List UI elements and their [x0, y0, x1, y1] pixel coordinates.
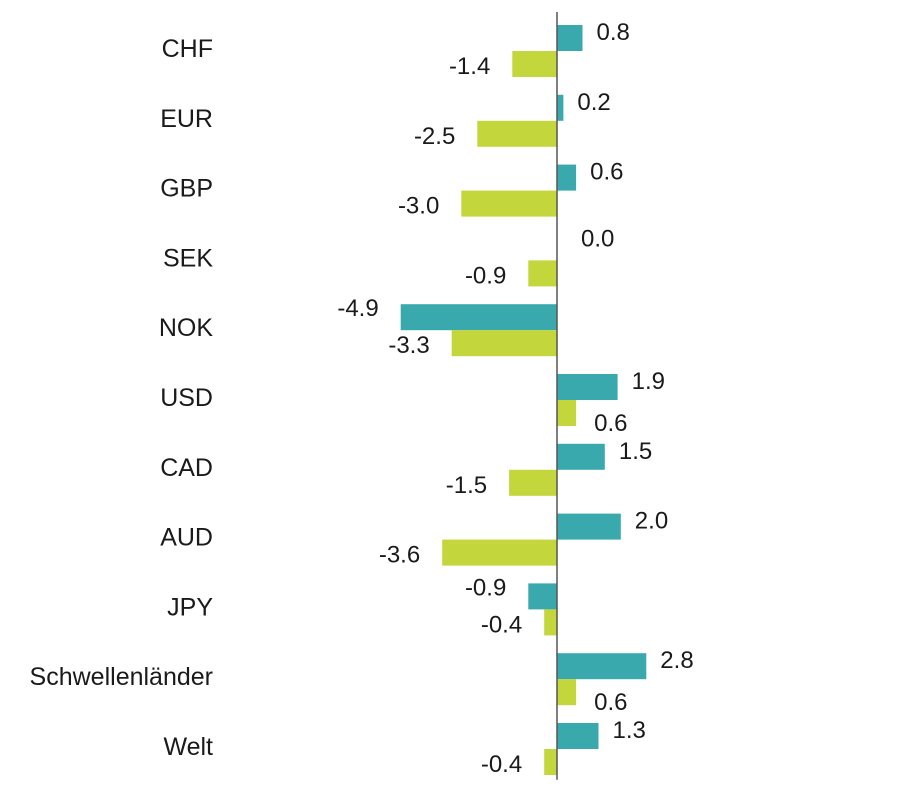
category-label: Schwellenländer — [30, 663, 213, 691]
category-label: AUD — [160, 524, 213, 552]
data-label-series-2: -1.5 — [446, 472, 487, 499]
bar-series-2 — [451, 330, 557, 357]
bar-series-2 — [512, 51, 557, 77]
data-label-series-1: 1.5 — [619, 438, 652, 465]
data-label-series-2: -0.4 — [481, 751, 522, 778]
bar-series-1 — [528, 583, 557, 610]
bar-series-1 — [557, 723, 599, 749]
bar-series-2 — [544, 749, 557, 775]
bar-series-1 — [557, 653, 647, 680]
data-label-series-2: 0.6 — [594, 689, 627, 716]
bar-series-1 — [557, 443, 605, 470]
data-label-series-2: -0.9 — [465, 262, 506, 289]
data-label-series-2: 0.6 — [594, 410, 627, 437]
data-label-series-2: -0.4 — [481, 611, 522, 638]
data-label-series-2: -3.6 — [379, 542, 420, 569]
category-label: Welt — [163, 733, 213, 761]
bar-series-2 — [557, 679, 577, 706]
category-label: NOK — [159, 314, 214, 342]
data-label-series-2: -2.5 — [414, 123, 455, 150]
data-label-series-1: -4.9 — [337, 295, 378, 322]
bar-series-2 — [477, 120, 558, 147]
data-label-series-2: -3.0 — [398, 193, 439, 220]
data-label-series-1: 2.8 — [660, 647, 693, 674]
bar-series-2 — [509, 469, 557, 496]
bar-series-1 — [557, 94, 564, 121]
data-label-series-1: 0.6 — [590, 159, 623, 186]
bar-series-2 — [544, 609, 557, 636]
data-label-series-1: 0.8 — [597, 19, 630, 46]
data-label-series-1: 2.0 — [635, 508, 668, 535]
bar-series-2 — [528, 260, 557, 287]
data-label-series-1: -0.9 — [465, 574, 506, 601]
bar-series-1 — [557, 374, 618, 400]
category-label: CHF — [162, 35, 213, 63]
bar-series-1 — [557, 164, 577, 191]
bar-series-2 — [442, 539, 557, 566]
category-label: GBP — [160, 175, 213, 203]
category-label: JPY — [167, 593, 213, 621]
bar-series-2 — [461, 190, 557, 217]
category-label: SEK — [163, 244, 213, 272]
category-label: CAD — [160, 454, 213, 482]
category-label: USD — [160, 384, 213, 412]
data-label-series-2: -1.4 — [449, 53, 490, 80]
data-label-series-1: 0.2 — [577, 89, 610, 116]
bar-series-2 — [557, 400, 577, 426]
bar-series-1 — [400, 304, 557, 331]
data-label-series-1: 0.0 — [581, 225, 614, 252]
category-label: EUR — [160, 105, 213, 133]
bar-series-1 — [557, 513, 621, 540]
data-label-series-2: -3.3 — [388, 332, 429, 359]
bar-series-1 — [557, 25, 583, 51]
data-label-series-1: 1.3 — [613, 717, 646, 744]
data-label-series-1: 1.9 — [632, 368, 665, 395]
